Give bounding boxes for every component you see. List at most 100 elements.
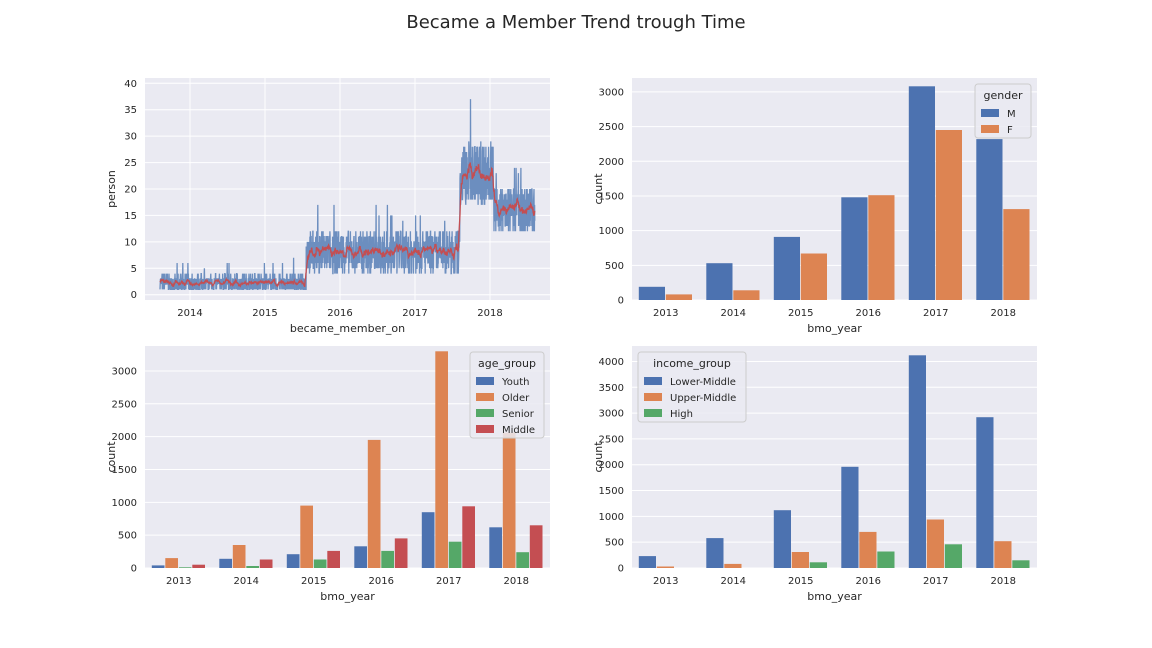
- y-tick-label: 40: [124, 79, 137, 90]
- legend-swatch: [644, 409, 662, 417]
- legend-entry: Middle: [502, 425, 535, 436]
- bar-senior: [178, 567, 192, 568]
- y-tick-label: 2000: [599, 157, 624, 168]
- bar-m: [976, 139, 1003, 300]
- x-tick-label: 2015: [788, 308, 813, 319]
- bar-youth: [151, 565, 165, 568]
- bar-f: [1003, 209, 1030, 300]
- x-tick-label: 2017: [923, 308, 948, 319]
- x-tick-label: 2016: [856, 308, 881, 319]
- legend-title: gender: [984, 89, 1023, 102]
- x-tick-label: 2017: [436, 576, 461, 587]
- bar-middle: [259, 559, 273, 568]
- y-tick-label: 1000: [599, 512, 624, 523]
- bar-m: [706, 263, 733, 300]
- legend-entry: F: [1007, 125, 1013, 136]
- x-tick-label: 2016: [369, 576, 394, 587]
- y-tick-label: 0: [131, 290, 137, 301]
- chart-by-income-group: 0 500 1000 1500 2000 2500 3000 3500 4000 count bmo…: [592, 346, 1037, 603]
- plot-background: [632, 78, 1037, 300]
- x-tick-label: 2014: [177, 308, 202, 319]
- bar-senior: [313, 559, 327, 568]
- legend-swatch: [644, 393, 662, 401]
- y-tick-label: 20: [124, 185, 137, 196]
- bar-upper-middle: [724, 563, 742, 568]
- legend-box: [637, 351, 747, 423]
- bar-high: [944, 544, 962, 568]
- y-tick-label: 4000: [599, 357, 624, 368]
- x-tick-label: 2014: [721, 576, 746, 587]
- bar-upper-middle: [656, 566, 674, 568]
- x-tick-label: 2015: [788, 576, 813, 587]
- legend-title: age_group: [478, 357, 536, 370]
- bar-older: [367, 439, 381, 568]
- bar-high: [877, 551, 895, 568]
- bar-older: [165, 558, 178, 568]
- y-axis-label: count: [592, 441, 605, 473]
- y-tick-label: 3000: [112, 366, 137, 377]
- bar-upper-middle: [791, 552, 809, 568]
- bar-f: [665, 294, 692, 300]
- legend-swatch: [644, 377, 662, 385]
- y-tick-label: 500: [605, 261, 624, 272]
- x-axis-label: bmo_year: [807, 590, 862, 603]
- x-axis-label: became_member_on: [290, 322, 405, 335]
- bar-youth: [489, 527, 502, 568]
- bar-older: [435, 351, 448, 568]
- x-tick-label: 2018: [991, 308, 1016, 319]
- x-tick-label: 2014: [721, 308, 746, 319]
- legend-entry: M: [1007, 109, 1016, 120]
- x-tick-label: 2018: [504, 576, 529, 587]
- bar-high: [809, 562, 827, 568]
- x-tick-label: 2016: [327, 308, 352, 319]
- bar-lower-middle: [908, 355, 926, 568]
- bar-middle: [462, 506, 475, 568]
- y-tick-label: 25: [124, 158, 137, 169]
- legend-swatch: [981, 125, 999, 133]
- bar-lower-middle: [841, 466, 859, 568]
- bar-upper-middle: [994, 541, 1012, 568]
- legend-title: income_group: [653, 357, 731, 370]
- x-tick-label: 2015: [252, 308, 277, 319]
- legend-swatch: [981, 109, 999, 117]
- bar-senior: [448, 541, 462, 568]
- x-tick-label: 2013: [166, 576, 191, 587]
- y-axis-label: count: [592, 173, 605, 205]
- x-tick-label: 2015: [301, 576, 326, 587]
- bar-upper-middle: [926, 519, 944, 568]
- chart-daily-members: 0 5 10 15 20 25 30 35 40 person became_member_on 20…: [105, 78, 550, 335]
- y-axis-label: count: [105, 441, 118, 473]
- bar-upper-middle: [859, 531, 877, 568]
- legend: age_group Youth Older Senior Middle: [469, 351, 545, 439]
- chart-by-gender: 0 500 1000 1500 2000 2500 3000 count bmo_year 201…: [592, 78, 1037, 335]
- legend: income_group Lower-Middle Upper-Middle High: [637, 351, 747, 423]
- y-tick-label: 3500: [599, 383, 624, 394]
- legend-entry: Youth: [501, 377, 530, 388]
- x-tick-label: 2017: [923, 576, 948, 587]
- y-tick-label: 0: [618, 296, 624, 307]
- y-tick-label: 500: [605, 538, 624, 549]
- x-tick-label: 2013: [653, 308, 678, 319]
- bar-middle: [192, 564, 205, 568]
- y-tick-label: 0: [131, 564, 137, 575]
- y-tick-label: 15: [124, 211, 137, 222]
- x-tick-label: 2018: [477, 308, 502, 319]
- bar-youth: [286, 554, 300, 568]
- y-tick-label: 2500: [112, 399, 137, 410]
- bar-f: [935, 130, 962, 300]
- x-tick-label: 2017: [402, 308, 427, 319]
- bar-older: [232, 545, 246, 568]
- y-tick-label: 35: [124, 105, 137, 116]
- x-axis-label: bmo_year: [807, 322, 862, 335]
- y-tick-label: 2500: [599, 122, 624, 133]
- legend-entry: Older: [502, 393, 530, 404]
- legend-swatch: [476, 377, 494, 385]
- y-tick-label: 1500: [599, 191, 624, 202]
- bar-middle: [327, 550, 340, 568]
- bar-youth: [219, 558, 232, 568]
- y-tick-label: 500: [118, 531, 137, 542]
- bar-m: [773, 236, 800, 300]
- bar-youth: [354, 546, 367, 568]
- legend-entry: Lower-Middle: [670, 377, 736, 388]
